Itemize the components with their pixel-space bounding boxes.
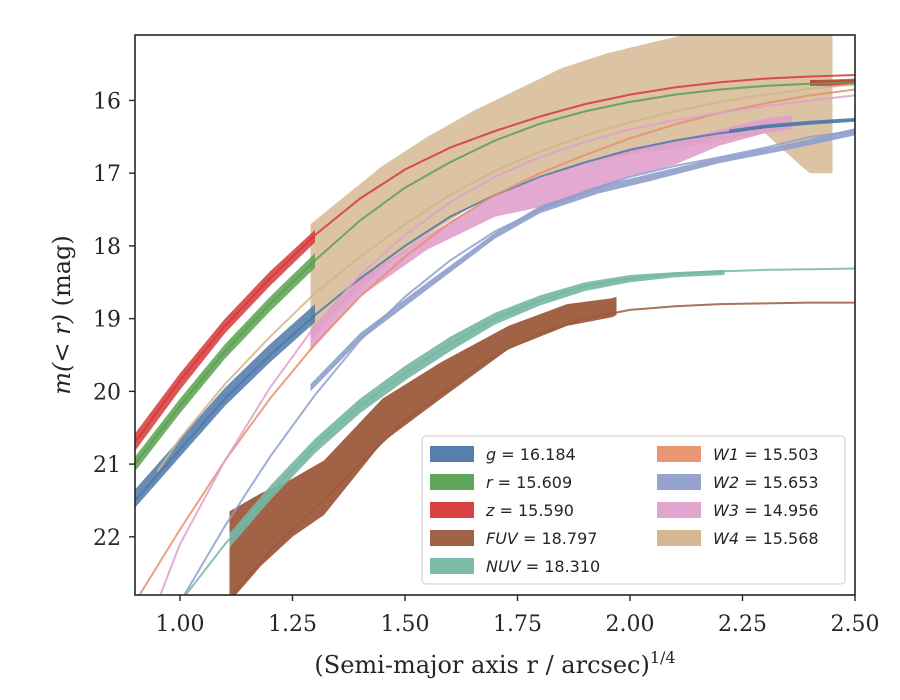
legend-swatch-fuv bbox=[430, 530, 474, 546]
legend-swatch-w2 bbox=[657, 474, 701, 490]
x-tick-label: 1.25 bbox=[268, 612, 317, 637]
legend-label-z: z = 15.590 bbox=[485, 501, 574, 520]
w2-model-curve bbox=[183, 130, 855, 595]
plot-frame bbox=[134, 34, 856, 596]
legend-label-w1: W1 = 15.503 bbox=[713, 445, 819, 464]
legend-label-w2: W2 = 15.653 bbox=[713, 473, 819, 492]
y-tick-label: 17 bbox=[93, 162, 121, 187]
x-axis: 1.00 1.25 1.50 1.75 2.00 2.25 2.50 bbox=[156, 595, 880, 637]
z-model-curve bbox=[135, 74, 855, 443]
legend-swatch-g bbox=[430, 446, 474, 462]
legend-swatch-w3 bbox=[657, 502, 701, 518]
r-model-curve bbox=[135, 81, 855, 465]
y-axis-label: m(< r) (mag) bbox=[48, 235, 76, 395]
legend-swatch-r bbox=[430, 474, 474, 490]
legend-swatch-w1 bbox=[657, 446, 701, 462]
y-tick-label: 18 bbox=[93, 235, 121, 260]
z-extrapolated-band bbox=[135, 229, 315, 451]
nuv-model-curve bbox=[184, 267, 855, 595]
w4-model-curve bbox=[156, 83, 855, 472]
legend-label-w4: W4 = 15.568 bbox=[713, 529, 819, 548]
legend-swatch-w4 bbox=[657, 530, 701, 546]
y-tick-label: 22 bbox=[93, 526, 121, 551]
legend: g = 16.184 r = 15.609 z = 15.590 FUV = 18.7… bbox=[421, 435, 846, 585]
legend-swatch-z bbox=[430, 502, 474, 518]
w3-model-curve bbox=[159, 94, 855, 595]
r-extrapolated-band bbox=[135, 253, 315, 472]
x-axis-label: (Semi-major axis r / arcsec)1/4 bbox=[314, 648, 675, 679]
x-tick-label: 1.50 bbox=[381, 612, 430, 637]
y-axis: 16 17 18 19 20 21 22 bbox=[93, 89, 135, 551]
x-tick-label: 2.50 bbox=[831, 612, 880, 637]
x-tick-label: 2.00 bbox=[606, 612, 655, 637]
w4-observed-band bbox=[310, 35, 833, 341]
legend-label-fuv: FUV = 18.797 bbox=[486, 529, 597, 548]
legend-label-g: g = 16.184 bbox=[486, 445, 576, 464]
g-observed-band bbox=[729, 117, 855, 134]
legend-label-nuv: NUV = 18.310 bbox=[486, 557, 600, 576]
fuv-model-curve bbox=[230, 301, 855, 595]
w3-observed-band bbox=[310, 115, 792, 352]
y-tick-label: 21 bbox=[93, 453, 121, 478]
y-tick-label: 16 bbox=[93, 89, 121, 114]
y-tick-label: 19 bbox=[93, 308, 121, 333]
legend-label-w3: W3 = 14.956 bbox=[713, 501, 819, 520]
model-curves bbox=[135, 74, 855, 595]
x-tick-label: 1.00 bbox=[156, 612, 205, 637]
legend-box bbox=[421, 435, 846, 585]
legend-label-r: r = 15.609 bbox=[486, 473, 572, 492]
y-tick-label: 20 bbox=[93, 380, 121, 405]
legend-swatch-nuv bbox=[430, 558, 474, 574]
nuv-observed-band bbox=[229, 269, 725, 548]
x-tick-label: 2.25 bbox=[718, 612, 767, 637]
x-tick-label: 1.75 bbox=[493, 612, 542, 637]
